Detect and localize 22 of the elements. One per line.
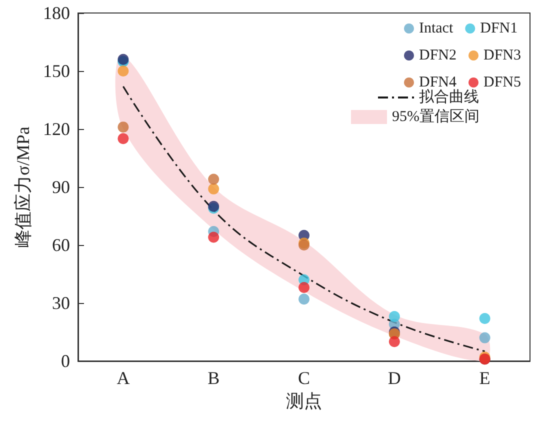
y-tick-label: 150 — [43, 61, 70, 81]
legend-label: DFN4 — [418, 74, 457, 90]
y-tick-label: 60 — [52, 235, 70, 255]
y-tick-label: 180 — [43, 3, 70, 23]
legend-label: DFN5 — [483, 74, 522, 90]
y-tick-label: 90 — [52, 177, 70, 197]
legend-label: DFN3 — [483, 48, 522, 64]
x-tick-label: B — [208, 368, 220, 388]
legend-label: 拟合曲线 — [419, 88, 479, 106]
legend-label: Intact — [418, 20, 454, 36]
x-axis-title: 测点 — [286, 390, 322, 411]
y-tick-label: 30 — [52, 293, 70, 313]
legend-label: DFN1 — [480, 20, 518, 36]
x-tick-label: A — [116, 368, 130, 388]
x-tick-label: C — [298, 368, 310, 388]
y-axis-title: 峰值应力σ/MPa — [13, 126, 34, 248]
y-tick-label: 120 — [43, 119, 70, 139]
x-tick-label: D — [388, 368, 401, 388]
legend-label: DFN2 — [418, 48, 456, 64]
y-tick-label: 0 — [61, 351, 70, 371]
x-tick-label: E — [479, 368, 490, 388]
annotation: 95%置信区间 — [392, 108, 480, 126]
